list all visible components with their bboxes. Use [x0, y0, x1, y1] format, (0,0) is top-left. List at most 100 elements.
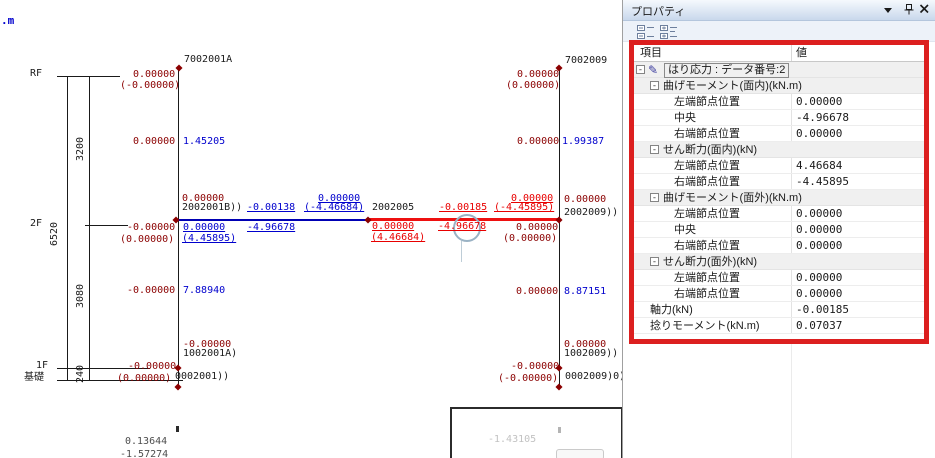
property-value[interactable]: 0.00000 — [796, 207, 843, 220]
column-right[interactable] — [559, 68, 560, 387]
property-label: 捻りモーメント(kN.m) — [650, 320, 760, 332]
property-grid-header: 項目 値 — [634, 45, 924, 62]
property-row[interactable]: 左端節点位置 0.00000 — [634, 206, 924, 222]
property-row[interactable]: 右端節点位置 -4.45895 — [634, 174, 924, 190]
property-row[interactable]: - せん断力(面外)(kN) — [634, 254, 924, 270]
node-dot[interactable] — [555, 383, 563, 391]
property-label: 右端節点位置 — [674, 288, 740, 300]
displacement-value: -1.57274 — [120, 449, 169, 458]
column-left[interactable] — [178, 68, 179, 387]
beam-value: 0.00000 — [183, 222, 226, 233]
unit-label: .m — [1, 14, 15, 27]
property-row[interactable]: - せん断力(面内)(kN) — [634, 142, 924, 158]
property-value[interactable]: 0.00000 — [796, 127, 843, 140]
frame-diagram-canvas[interactable]: .m RF 2F 1F 基礎 3200 6520 3080 240 7002001A 7002009… — [0, 0, 625, 458]
collapse-categories-icon[interactable] — [637, 25, 655, 39]
lower-column-tick — [176, 426, 179, 432]
node-label: 7002001A — [184, 54, 233, 65]
collapse-toggle-icon[interactable]: - — [650, 145, 659, 155]
property-value[interactable]: -4.96678 — [796, 111, 849, 124]
property-row[interactable]: 右端節点位置 0.00000 — [634, 238, 924, 254]
property-value[interactable]: 0.00000 — [796, 287, 843, 300]
property-row[interactable]: 中央 -4.96678 — [634, 110, 924, 126]
property-label: 左端節点位置 — [674, 96, 740, 108]
property-value[interactable]: 4.46684 — [796, 159, 843, 172]
displacement-value: 0.13644 — [125, 436, 168, 447]
beam-value-selected: (4.46684) — [371, 232, 426, 243]
property-label: 右端節点位置 — [674, 176, 740, 188]
node-dot[interactable] — [174, 383, 182, 391]
property-row[interactable]: 右端節点位置 0.00000 — [634, 286, 924, 302]
property-row[interactable]: 中央 0.00000 — [634, 222, 924, 238]
panel-titlebar[interactable]: プロパティ — [623, 0, 935, 21]
window-position-menu-icon[interactable] — [884, 8, 892, 13]
property-value[interactable]: 0.00000 — [796, 271, 843, 284]
moment-value: (0.00000) — [120, 234, 175, 245]
property-row[interactable]: - ✎ はり応力 : データ番号:2 — [634, 62, 924, 78]
property-value[interactable]: 0.00000 — [796, 239, 843, 252]
close-icon[interactable] — [919, 3, 930, 14]
property-row[interactable]: - 曲げモーメント(面内)(kN.m) — [634, 78, 924, 94]
box-value: -1.43105 — [488, 434, 537, 445]
property-grid-rows: - ✎ はり応力 : データ番号:2- 曲げモーメント(面内)(kN.m) 左端節点位置… — [634, 62, 924, 334]
collapse-toggle-icon[interactable]: - — [650, 257, 659, 267]
moment-value: (-0.00000) — [120, 80, 181, 91]
moment-value: 0.00000 — [133, 136, 176, 147]
dim-240: 240 — [75, 364, 86, 384]
floor-line-rf — [57, 76, 120, 77]
property-row[interactable]: - 曲げモーメント(面外)(kN.m) — [634, 190, 924, 206]
expand-categories-icon[interactable] — [660, 25, 678, 39]
node-label: 2002009)) — [564, 207, 619, 218]
moment-value: (-0.00000) — [498, 373, 559, 384]
property-row[interactable]: 捻りモーメント(kN.m) 0.07037 — [634, 318, 924, 334]
beam-left-segment[interactable] — [176, 219, 368, 221]
property-value[interactable]: -0.00185 — [796, 303, 849, 316]
beam-value: -4.96678 — [247, 222, 296, 233]
collapse-toggle-icon[interactable]: - — [650, 81, 659, 91]
property-row[interactable]: 軸力(kN) -0.00185 — [634, 302, 924, 318]
property-value[interactable]: -4.45895 — [796, 175, 849, 188]
moment-value: -0.00000 — [511, 361, 560, 372]
moment-value: (0.00000) — [506, 80, 561, 91]
collapse-toggle-icon[interactable]: - — [650, 193, 659, 203]
dim-3080: 3080 — [75, 283, 86, 309]
property-label: 左端節点位置 — [674, 208, 740, 220]
property-category-label: 曲げモーメント(面外)(kN.m) — [663, 192, 802, 204]
property-value[interactable]: 0.00000 — [796, 223, 843, 236]
property-label: 右端節点位置 — [674, 128, 740, 140]
property-label: 左端節点位置 — [674, 160, 740, 172]
shear-value: 1.45205 — [183, 136, 226, 147]
moment-value: (0.00000) — [503, 233, 558, 244]
node-label: 1002009)) — [564, 348, 619, 359]
floor-label-rf: RF — [30, 68, 43, 79]
node-dot[interactable] — [175, 64, 183, 72]
moment-value: 0.00000 — [182, 193, 225, 204]
panel-toolbar — [623, 21, 935, 42]
property-label: 右端節点位置 — [674, 240, 740, 252]
property-row[interactable]: 左端節点位置 0.00000 — [634, 94, 924, 110]
moment-value: 0.00000 — [517, 136, 560, 147]
property-label: 左端節点位置 — [674, 272, 740, 284]
property-value[interactable]: 0.07037 — [796, 319, 843, 332]
property-value[interactable]: 0.00000 — [796, 95, 843, 108]
node-label: 7002009 — [565, 55, 608, 66]
snap-cursor-tail — [461, 239, 462, 262]
property-row[interactable]: 右端節点位置 0.00000 — [634, 126, 924, 142]
property-category-label: 曲げモーメント(面内)(kN.m) — [663, 80, 802, 92]
floor-line-base — [57, 380, 183, 381]
property-label: 軸力(kN) — [650, 304, 693, 316]
collapse-toggle-icon[interactable]: - — [636, 65, 645, 75]
moment-value: 0.00000 — [133, 69, 176, 80]
property-row[interactable]: 左端節点位置 4.46684 — [634, 158, 924, 174]
floor-line-2f — [85, 225, 128, 226]
floor-label-1f: 1F — [36, 360, 49, 371]
snap-cursor-icon — [453, 214, 481, 242]
property-row[interactable]: 左端節点位置 0.00000 — [634, 270, 924, 286]
moment-value: 0.00000 — [564, 339, 607, 350]
shear-value: 7.88940 — [183, 285, 226, 296]
properties-panel: プロパティ — [622, 0, 935, 458]
pin-icon[interactable] — [903, 3, 915, 16]
floor-line-1f — [57, 368, 150, 369]
result-box-tick — [558, 427, 561, 433]
moment-value: -0.00000 — [127, 285, 176, 296]
